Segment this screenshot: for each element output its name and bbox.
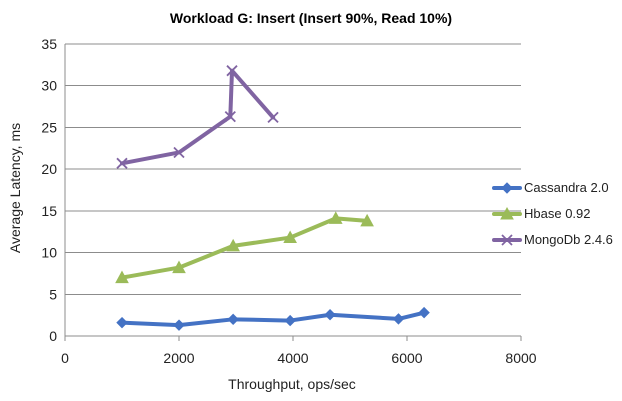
data-point: [224, 110, 236, 123]
data-point: [418, 306, 430, 319]
y-tick-label: 25: [41, 119, 57, 135]
data-point: [324, 309, 336, 321]
y-axis-title: Average Latency, ms: [7, 123, 23, 253]
y-tick-label: 10: [41, 245, 57, 261]
series-layer: [115, 65, 430, 331]
data-point: [283, 230, 297, 244]
legend-label: MongoDb 2.4.6: [524, 232, 613, 247]
series-mongodb-2-4-6: [116, 65, 279, 169]
data-point: [392, 313, 405, 325]
y-tick-label: 5: [49, 286, 57, 302]
y-tick-label: 30: [41, 78, 57, 94]
legend-item: Hbase 0.92: [492, 206, 591, 221]
tick-label-layer: 0 5 10 15 20 25 30 35 0 2000 4000 6000 8000: [41, 36, 536, 366]
legend-marker: [501, 182, 513, 194]
series-hbase-0-92: [115, 211, 374, 284]
data-point: [226, 65, 238, 77]
data-point: [115, 270, 129, 284]
legend-item: MongoDb 2.4.6: [492, 232, 613, 247]
legend: Cassandra 2.0 Hbase 0.92 MongoDb 2.4.6: [492, 180, 613, 247]
axes-layer: [64, 44, 522, 341]
data-point: [226, 238, 240, 252]
data-point: [173, 146, 185, 159]
x-axis-title: Throughput, ops/sec: [228, 376, 356, 392]
x-tick-label: 2000: [163, 350, 194, 366]
data-point: [360, 213, 374, 227]
y-tick-label: 0: [49, 328, 57, 344]
data-point: [173, 319, 185, 331]
y-tick-label: 35: [41, 36, 57, 52]
series-line: [120, 68, 276, 166]
legend-marker: [501, 234, 513, 246]
x-tick-label: 8000: [505, 350, 536, 366]
x-tick-label: 6000: [391, 350, 422, 366]
data-point: [227, 313, 239, 326]
series-cassandra-2-0: [116, 306, 430, 331]
series-line: [120, 310, 427, 328]
x-tick-label: 0: [61, 350, 69, 366]
data-point: [116, 157, 128, 169]
legend-item: Cassandra 2.0: [492, 180, 609, 195]
y-tick-label: 15: [41, 203, 57, 219]
series-line: [120, 216, 370, 280]
legend-label: Cassandra 2.0: [524, 180, 609, 195]
chart-title: Workload G: Insert (Insert 90%, Read 10%…: [170, 10, 452, 26]
data-point: [172, 260, 186, 274]
grid-layer: [65, 43, 521, 295]
legend-marker: [500, 206, 514, 220]
data-point: [116, 316, 128, 329]
data-point: [328, 211, 343, 224]
y-tick-label: 20: [41, 161, 57, 177]
x-tick-label: 4000: [277, 350, 308, 366]
legend-label: Hbase 0.92: [524, 206, 591, 221]
data-point: [284, 314, 296, 327]
data-point: [267, 111, 279, 124]
